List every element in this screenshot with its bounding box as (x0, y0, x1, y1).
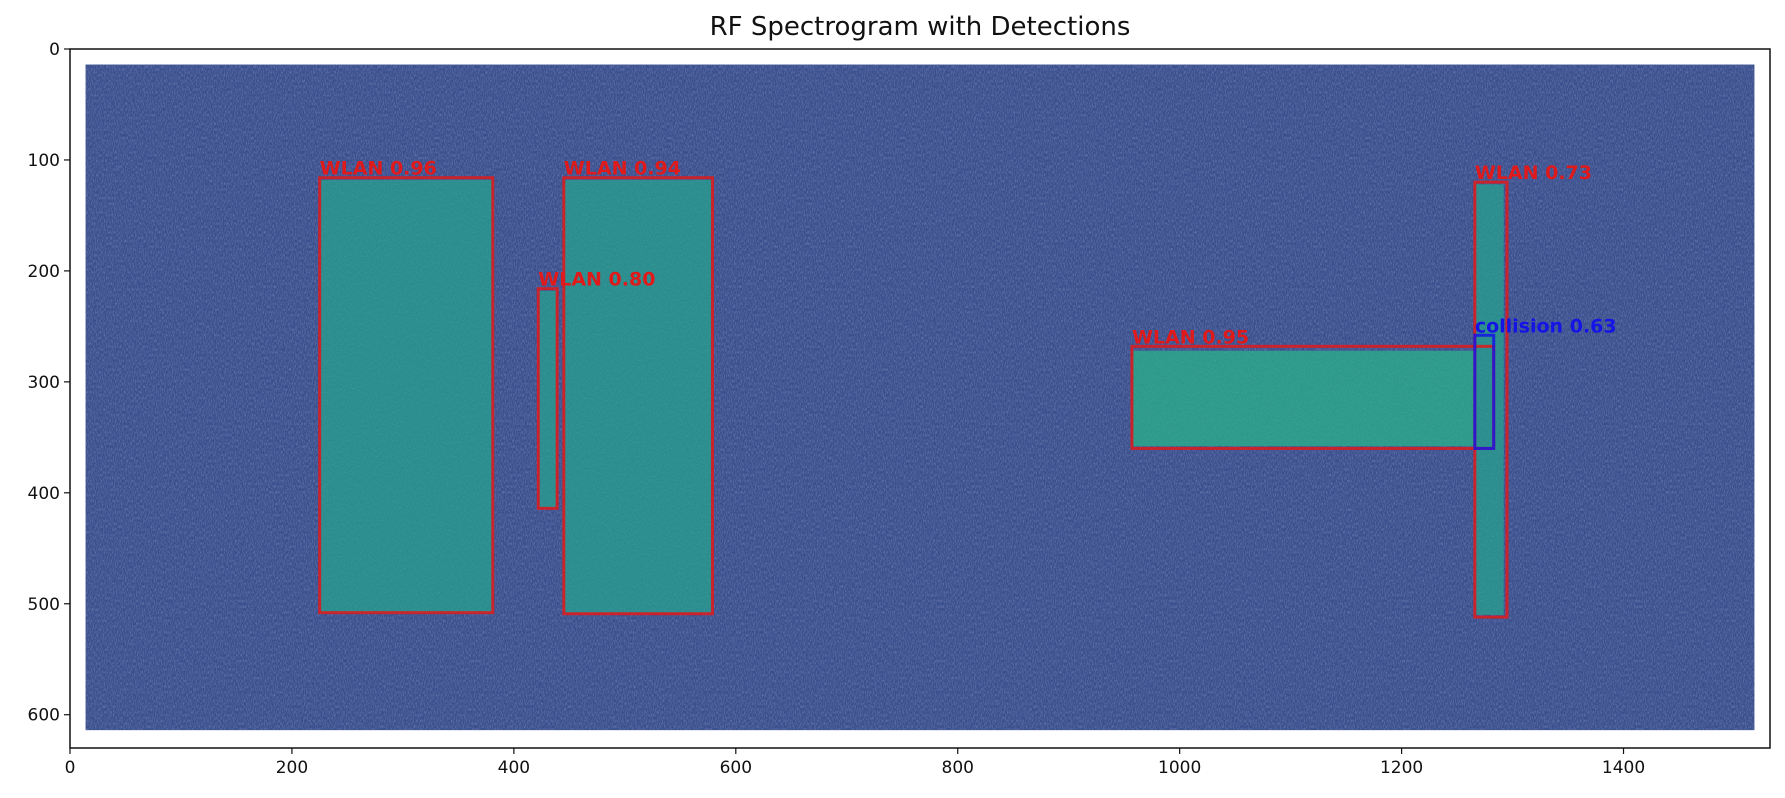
detection-label: WLAN 0.80 (538, 269, 655, 291)
y-tick: 0 (49, 40, 70, 60)
detection-label: collision 0.63 (1475, 315, 1617, 337)
x-tick-label: 1000 (1158, 758, 1201, 778)
detection-wlan: WLAN 0.94 (562, 158, 714, 616)
signal-texture (564, 179, 712, 613)
y-tick-label: 600 (28, 706, 60, 726)
signal-layer (320, 179, 1504, 615)
y-tick: 500 (28, 595, 70, 615)
detection-label: WLAN 0.95 (1132, 326, 1249, 348)
detections-layer: WLAN 0.96 WLAN 0.94 WLAN 0.80 WLAN 0.95 WLAN… (318, 158, 1617, 619)
y-tick: 200 (28, 262, 70, 282)
chart-title: RF Spectrogram with Detections (710, 12, 1131, 42)
x-tick: 600 (720, 748, 752, 778)
y-tick: 300 (28, 373, 70, 393)
x-tick: 200 (276, 748, 308, 778)
detection-box (536, 287, 559, 510)
x-tick-label: 0 (65, 758, 76, 778)
x-tick: 400 (498, 748, 530, 778)
signal-burst (1475, 184, 1504, 615)
x-tick-label: 200 (276, 758, 308, 778)
y-tick-label: 100 (28, 151, 60, 171)
signal-texture (539, 290, 557, 508)
y-tick-label: 300 (28, 373, 60, 393)
detection-box (562, 176, 714, 616)
signal-texture (1475, 184, 1504, 615)
x-tick: 0 (65, 748, 76, 778)
detection-collision: collision 0.63 (1473, 315, 1617, 450)
detection-wlan: WLAN 0.80 (536, 269, 655, 510)
detection-wlan: WLAN 0.96 (318, 158, 495, 615)
x-tick: 800 (942, 748, 974, 778)
x-tick-label: 400 (498, 758, 530, 778)
signal-texture (320, 179, 492, 613)
x-axis: 0 200 400 600 800 1000 1200 1400 (65, 748, 1645, 778)
y-tick: 100 (28, 151, 70, 171)
signal-burst (564, 179, 712, 613)
y-tick-label: 0 (49, 40, 60, 60)
x-tick: 1400 (1602, 748, 1645, 778)
y-tick-label: 500 (28, 595, 60, 615)
signal-burst (1133, 350, 1478, 447)
x-tick: 1000 (1158, 748, 1201, 778)
x-tick-label: 1400 (1602, 758, 1645, 778)
detection-box (318, 176, 495, 615)
y-axis: 0 100 200 300 400 500 600 (28, 40, 70, 726)
signal-burst (320, 179, 492, 613)
y-tick: 600 (28, 706, 70, 726)
detection-label: WLAN 0.94 (564, 158, 681, 180)
x-tick-label: 1200 (1380, 758, 1423, 778)
detection-box (1473, 333, 1496, 450)
x-tick: 1200 (1380, 748, 1423, 778)
signal-texture (1133, 350, 1478, 447)
y-tick: 400 (28, 484, 70, 504)
y-tick-label: 200 (28, 262, 60, 282)
x-tick-label: 600 (720, 758, 752, 778)
detection-label: WLAN 0.96 (320, 158, 437, 180)
y-tick-label: 400 (28, 484, 60, 504)
detection-label: WLAN 0.73 (1475, 162, 1592, 184)
x-tick-label: 800 (942, 758, 974, 778)
signal-burst (539, 290, 557, 508)
axes-frame (69, 48, 1771, 749)
